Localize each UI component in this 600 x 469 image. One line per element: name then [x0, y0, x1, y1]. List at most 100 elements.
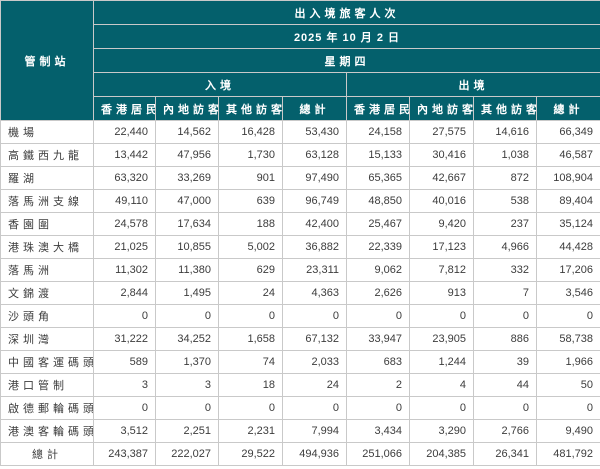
departure-value-cell: 7,812 [409, 258, 474, 282]
arrival-value-cell: 63,320 [93, 166, 156, 190]
arrival-value-cell: 49,110 [93, 189, 156, 213]
departure-value-cell: 48,850 [346, 189, 410, 213]
control-point-header: 管制站 [0, 0, 94, 121]
arrival-value-cell: 21,025 [93, 235, 156, 259]
arrival-value-cell: 5,002 [218, 235, 283, 259]
arrival-value-cell: 14,562 [155, 120, 219, 144]
arrival-value-cell: 2,033 [282, 350, 347, 374]
departure-value-cell: 50 [536, 373, 600, 397]
departure-value-cell: 17,123 [409, 235, 474, 259]
departure-value-cell: 0 [536, 304, 600, 328]
departure-value-cell: 237 [473, 212, 537, 236]
station-name-cell: 深圳灣 [0, 327, 94, 351]
arrival-value-cell: 97,490 [282, 166, 347, 190]
arrival-value-cell: 0 [93, 396, 156, 420]
departure-value-cell: 0 [473, 304, 537, 328]
departure-value-cell: 3,290 [409, 419, 474, 443]
departure-value-cell: 1,966 [536, 350, 600, 374]
departure-value-cell: 1,038 [473, 143, 537, 167]
departure-value-cell: 108,904 [536, 166, 600, 190]
arrival-value-cell: 42,400 [282, 212, 347, 236]
arrival-value-cell: 11,302 [93, 258, 156, 282]
departure-value-cell: 2,626 [346, 281, 410, 305]
departure-value-cell: 332 [473, 258, 537, 282]
departure-value-cell: 24,158 [346, 120, 410, 144]
arrival-value-cell: 1,495 [155, 281, 219, 305]
departure-value-cell: 9,420 [409, 212, 474, 236]
table-title: 出入境旅客人次 [93, 0, 600, 25]
table-row: 港澳客輪碼頭 3,512 2,251 2,231 7,994 3,434 3,290 2,76… [0, 419, 600, 443]
station-name-cell: 文錦渡 [0, 281, 94, 305]
arrival-value-cell: 222,027 [155, 442, 219, 466]
date-header: 2025 年 10 月 2 日 [93, 24, 600, 49]
departure-value-cell: 14,616 [473, 120, 537, 144]
arrival-value-cell: 34,252 [155, 327, 219, 351]
departure-value-cell: 25,467 [346, 212, 410, 236]
departure-value-cell: 26,341 [473, 442, 537, 466]
arrival-value-cell: 74 [218, 350, 283, 374]
departure-value-cell: 3,546 [536, 281, 600, 305]
departure-value-cell: 17,206 [536, 258, 600, 282]
arrival-value-cell: 29,522 [218, 442, 283, 466]
table-row: 落馬洲 11,302 11,380 629 23,311 9,062 7,812 332 17,… [0, 258, 600, 282]
departure-value-cell: 3,434 [346, 419, 410, 443]
departure-section-header: 出境 [346, 72, 600, 97]
departure-value-cell: 46,587 [536, 143, 600, 167]
departure-value-cell: 1,244 [409, 350, 474, 374]
departure-value-cell: 39 [473, 350, 537, 374]
station-name-cell: 落馬洲支線 [0, 189, 94, 213]
arrival-value-cell: 3 [155, 373, 219, 397]
departure-value-cell: 35,124 [536, 212, 600, 236]
departure-value-cell: 30,416 [409, 143, 474, 167]
table-row: 沙頭角 0 0 0 0 0 0 0 0 [0, 304, 600, 328]
arrival-value-cell: 901 [218, 166, 283, 190]
arrival-value-cell: 1,730 [218, 143, 283, 167]
arrival-value-cell: 22,440 [93, 120, 156, 144]
departure-other-visitors-header: 其他訪客 [473, 96, 537, 121]
arrival-value-cell: 3,512 [93, 419, 156, 443]
arrival-value-cell: 53,430 [282, 120, 347, 144]
arrival-value-cell: 96,749 [282, 189, 347, 213]
station-name-cell: 羅湖 [0, 166, 94, 190]
table-row: 香園圍 24,578 17,634 188 42,400 25,467 9,420 237 35… [0, 212, 600, 236]
departure-value-cell: 33,947 [346, 327, 410, 351]
departure-value-cell: 2,766 [473, 419, 537, 443]
arrival-value-cell: 0 [218, 304, 283, 328]
arrival-value-cell: 11,380 [155, 258, 219, 282]
arrival-value-cell: 0 [93, 304, 156, 328]
arrival-value-cell: 243,387 [93, 442, 156, 466]
departure-value-cell: 23,905 [409, 327, 474, 351]
arrival-value-cell: 0 [155, 396, 219, 420]
departure-total-header: 總計 [536, 96, 600, 121]
departure-value-cell: 872 [473, 166, 537, 190]
table-row: 高鐵西九龍 13,442 47,956 1,730 63,128 15,133 30,416… [0, 143, 600, 167]
departure-value-cell: 0 [536, 396, 600, 420]
arrival-value-cell: 47,956 [155, 143, 219, 167]
departure-value-cell: 481,792 [536, 442, 600, 466]
station-name-cell: 啟德郵輪碼頭 [0, 396, 94, 420]
arrival-value-cell: 629 [218, 258, 283, 282]
table-row: 機場 22,440 14,562 16,428 53,430 24,158 27,575 14… [0, 120, 600, 144]
arrival-value-cell: 33,269 [155, 166, 219, 190]
departure-value-cell: 9,062 [346, 258, 410, 282]
arrival-value-cell: 17,634 [155, 212, 219, 236]
station-name-cell: 港澳客輪碼頭 [0, 419, 94, 443]
departure-value-cell: 538 [473, 189, 537, 213]
weekday-header: 星期四 [93, 48, 600, 73]
departure-value-cell: 251,066 [346, 442, 410, 466]
departure-value-cell: 58,738 [536, 327, 600, 351]
arrival-value-cell: 23,311 [282, 258, 347, 282]
departure-value-cell: 0 [409, 396, 474, 420]
station-name-cell: 沙頭角 [0, 304, 94, 328]
arrival-value-cell: 0 [282, 304, 347, 328]
departure-value-cell: 15,133 [346, 143, 410, 167]
arrival-value-cell: 67,132 [282, 327, 347, 351]
table-row: 中國客運碼頭 589 1,370 74 2,033 683 1,244 39 1,966 [0, 350, 600, 374]
station-name-cell: 港珠澳大橋 [0, 235, 94, 259]
arrival-value-cell: 589 [93, 350, 156, 374]
table-row: 港珠澳大橋 21,025 10,855 5,002 36,882 22,339 17,123… [0, 235, 600, 259]
departure-value-cell: 40,016 [409, 189, 474, 213]
departure-value-cell: 7 [473, 281, 537, 305]
arrival-value-cell: 0 [155, 304, 219, 328]
